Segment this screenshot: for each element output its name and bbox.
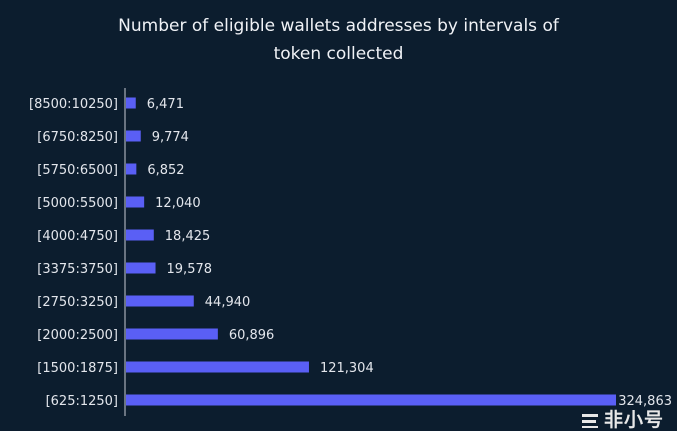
bar <box>126 328 218 340</box>
bar <box>126 97 136 109</box>
y-tick-label: [5750:6500] <box>37 163 118 178</box>
data-label: 6,852 <box>147 163 184 178</box>
data-label: 9,774 <box>152 130 189 145</box>
data-label: 324,863 <box>618 394 672 409</box>
y-tick-label: [8500:10250] <box>29 97 118 112</box>
data-label: 12,040 <box>155 196 201 211</box>
y-tick-label: [2000:2500] <box>37 328 118 343</box>
title-line-2: token collected <box>273 44 404 64</box>
data-label: 44,940 <box>205 295 251 310</box>
chart-title: Number of eligible wallets addresses by … <box>0 12 677 68</box>
y-tick-label: [5000:5500] <box>37 196 118 211</box>
bar <box>126 130 141 142</box>
data-label: 19,578 <box>167 262 213 277</box>
logo-icon <box>582 413 600 428</box>
bar <box>126 262 156 274</box>
bar <box>126 295 194 307</box>
bar <box>126 394 616 406</box>
watermark-logo: 非小号 <box>582 410 664 430</box>
watermark-text: 非小号 <box>604 409 665 431</box>
y-tick-label: [3375:3750] <box>37 262 118 277</box>
data-label: 18,425 <box>165 229 211 244</box>
bar <box>126 229 154 241</box>
title-line-1: Number of eligible wallets addresses by … <box>118 16 559 36</box>
data-label: 60,896 <box>229 328 274 343</box>
y-tick-label: [625:1250] <box>46 394 118 409</box>
y-tick-label: [2750:3250] <box>37 295 118 310</box>
y-tick-label: [6750:8250] <box>37 130 118 145</box>
data-label: 6,471 <box>147 97 184 112</box>
bar <box>126 361 309 373</box>
y-tick-label: [4000:4750] <box>37 229 118 244</box>
y-tick-label: [1500:1875] <box>37 361 118 376</box>
data-label: 121,304 <box>320 361 374 376</box>
bar <box>126 196 145 208</box>
bar <box>126 163 137 175</box>
